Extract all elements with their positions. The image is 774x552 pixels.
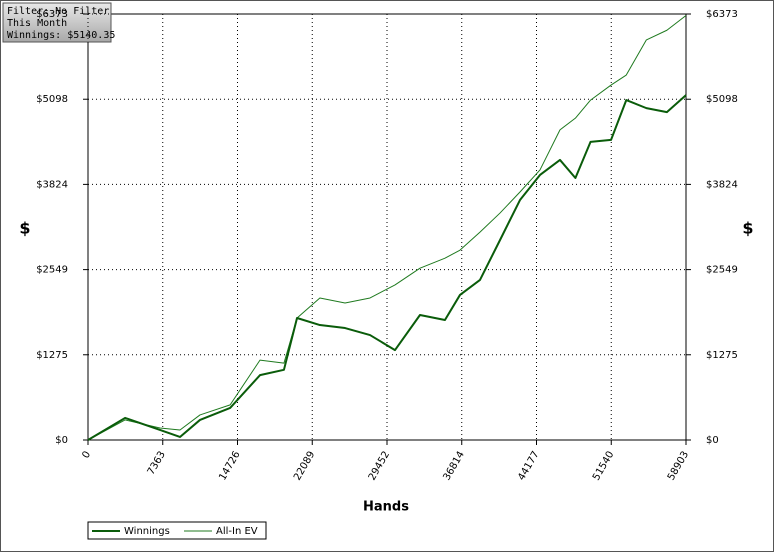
y-tick-label: $1275 — [36, 350, 68, 361]
filter-box — [2, 2, 112, 43]
y-tick-label: $5098 — [36, 94, 68, 105]
y2-axis-label: $ — [742, 219, 753, 238]
x-tick-label: 0 — [80, 450, 93, 461]
annotation: Winnings: $5140.35 — [7, 30, 115, 41]
y-tick-label: $3824 — [36, 179, 68, 190]
y-tick-label: $2549 — [36, 265, 68, 276]
annotation: Filter: No Filter — [7, 6, 109, 17]
annotation: This Month — [7, 18, 67, 29]
y2-tick-label: $6373 — [706, 9, 738, 20]
y2-tick-label: $3824 — [706, 179, 738, 190]
legend-label: All-In EV — [216, 526, 258, 537]
line — [87, 94, 687, 441]
y-tick-label: $0 — [55, 435, 68, 446]
line — [87, 15, 687, 441]
y2-tick-label: $0 — [706, 435, 719, 446]
y2-tick-label: $2549 — [706, 265, 738, 276]
y2-tick-label: $5098 — [706, 94, 738, 105]
y-axis-label: $ — [19, 219, 30, 238]
legend — [87, 521, 267, 540]
x-axis-label: Hands — [363, 500, 409, 515]
y-tick-label: $6373 — [36, 9, 68, 20]
y2-tick-label: $1275 — [706, 350, 738, 361]
legend-label: Winnings — [124, 526, 170, 537]
